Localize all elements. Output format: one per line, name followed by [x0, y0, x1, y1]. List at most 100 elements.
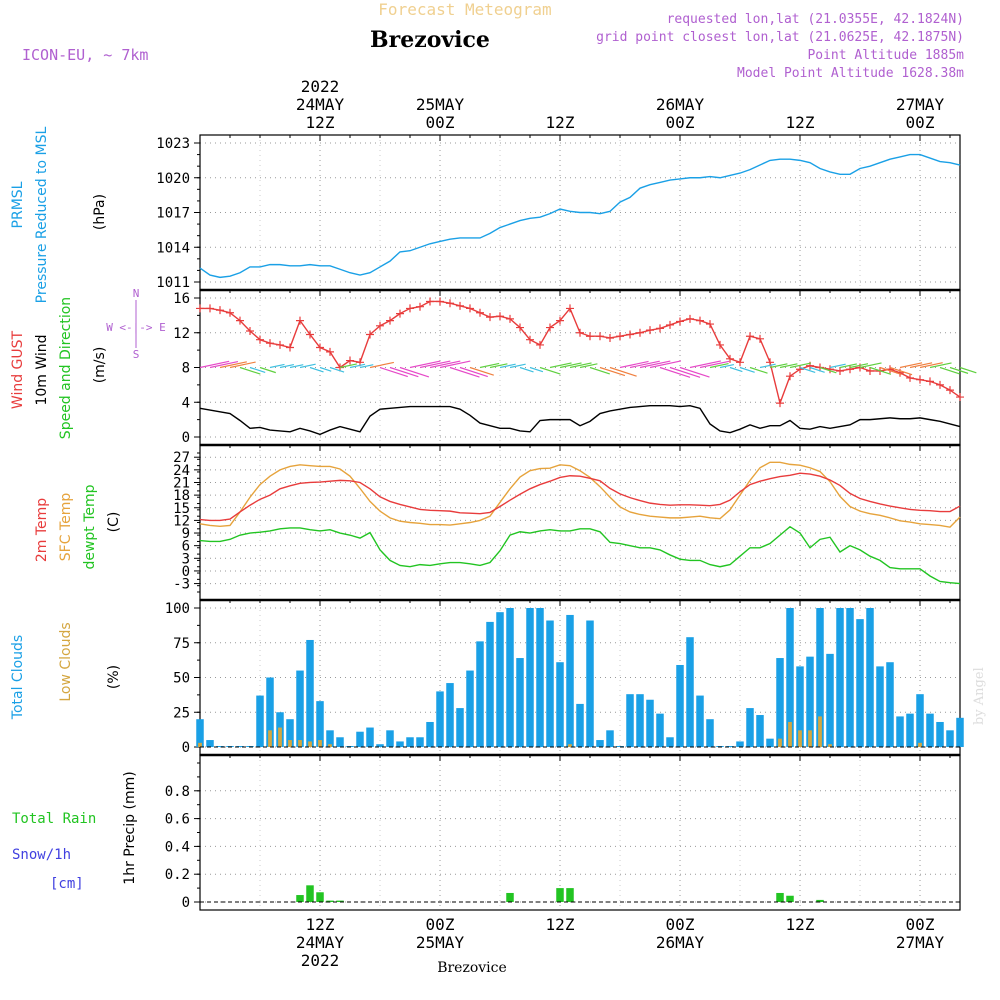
- low-cloud-bar: [568, 744, 572, 747]
- wind-arrow: [279, 363, 295, 369]
- gust-marker: [756, 334, 764, 343]
- gust-marker: [546, 323, 554, 332]
- total-cloud-bar: [936, 721, 944, 747]
- wind-arrow: [769, 363, 788, 369]
- gust-marker: [586, 332, 594, 341]
- model-label: ICON-EU, ~ 7km: [22, 46, 148, 64]
- compass-s-label: S: [133, 348, 140, 361]
- gust-marker: [446, 299, 454, 308]
- wind-arrow: [589, 366, 610, 375]
- gust-marker: [946, 386, 954, 395]
- wind-arrow: [519, 366, 534, 373]
- gust-marker: [216, 306, 224, 315]
- bottom-time-label: 24MAY: [296, 933, 345, 952]
- total-cloud-bar: [456, 708, 464, 747]
- total-cloud-bar: [886, 662, 894, 747]
- wind-arrow: [899, 362, 923, 369]
- gust-marker: [746, 332, 754, 341]
- top-time-label: 25MAY: [416, 95, 465, 114]
- wind-arrow: [549, 362, 572, 369]
- clouds-ytick-label: 75: [173, 636, 190, 652]
- wind-arrow: [709, 362, 729, 369]
- wind-arrow: [429, 360, 461, 369]
- total-cloud-bar: [296, 670, 304, 747]
- gust-marker: [556, 316, 564, 325]
- snow-unit-label: [cm]: [50, 876, 84, 892]
- low-cloud-bar: [328, 744, 332, 747]
- wind-arrow: [379, 366, 408, 378]
- gust-marker: [536, 340, 544, 349]
- total-cloud-bar: [406, 737, 414, 747]
- gust-marker: [796, 365, 804, 374]
- wind-labels: Wind GUST 10m Wind Speed and Direction (…: [10, 287, 166, 439]
- bottom-time-label: 00Z: [906, 915, 935, 934]
- wind-arrow: [869, 366, 892, 375]
- total-cloud-bar: [956, 717, 964, 747]
- wind-dir-label: Speed and Direction: [58, 297, 74, 439]
- gust-marker: [926, 377, 934, 386]
- gust-marker: [736, 358, 744, 367]
- top-time-label: 12Z: [306, 113, 335, 132]
- total-cloud-bar: [596, 740, 604, 747]
- gust-marker: [526, 335, 534, 344]
- wind-arrows: [199, 360, 977, 378]
- total-cloud-bar: [576, 703, 584, 747]
- gust-marker: [426, 297, 434, 306]
- gust-marker: [866, 366, 874, 375]
- temperature-ytick-label: 21: [173, 475, 190, 491]
- gust-marker: [516, 323, 524, 332]
- bottom-time-label: 12Z: [546, 915, 575, 934]
- gust-marker: [346, 356, 354, 365]
- total-cloud-bar: [806, 656, 814, 747]
- total-clouds-label: Total Clouds: [10, 635, 26, 720]
- precip-ytick-label: 0: [182, 895, 190, 911]
- bottom-time-label: 25MAY: [416, 933, 465, 952]
- total-cloud-bar: [216, 746, 224, 747]
- wind-arrow: [399, 366, 430, 378]
- temperature-ytick-label: 12: [173, 513, 190, 529]
- station-title: Brezovice: [370, 27, 490, 53]
- total-cloud-bar: [466, 670, 474, 747]
- total-cloud-bar: [396, 741, 404, 747]
- wind-arrow: [369, 361, 394, 369]
- wind-arrow: [609, 366, 637, 377]
- pressure-line: [199, 153, 961, 279]
- wind-arrow: [719, 363, 735, 369]
- temperature-ytick-label: 24: [173, 463, 190, 479]
- gust-marker: [636, 328, 644, 337]
- total-cloud-bar: [316, 701, 324, 747]
- wind-ytick-label: 4: [182, 395, 190, 411]
- wind-arrow: [489, 363, 508, 369]
- low-cloud-bar: [788, 721, 792, 747]
- rain-bar: [816, 899, 824, 902]
- gust-marker: [496, 312, 504, 321]
- gust-marker: [196, 304, 204, 313]
- wind-arrow: [459, 366, 488, 378]
- wind-arrow: [699, 360, 730, 369]
- pressure-panel: 1011 1014 1017 1020 1023: [156, 134, 961, 291]
- low-clouds-label: Low Clouds: [58, 622, 74, 701]
- prmsl-label: PRMSL: [10, 181, 26, 228]
- bottom-time-label: 2022: [301, 951, 340, 970]
- total-cloud-bar: [636, 694, 644, 747]
- total-cloud-bar: [506, 608, 514, 747]
- rain-bar: [566, 888, 574, 902]
- wind-ytick-label: 8: [182, 361, 190, 377]
- gust-marker: [466, 304, 474, 313]
- total-cloud-bar: [516, 658, 524, 747]
- wind-arrow: [929, 362, 952, 369]
- wind-arrow: [419, 360, 451, 369]
- wind-arrow: [749, 366, 768, 374]
- gust-marker: [456, 301, 464, 310]
- gust-marker: [666, 320, 674, 329]
- total-cloud-bar: [356, 731, 364, 747]
- gust-marker: [236, 316, 244, 325]
- precip-ytick-label: 0.2: [165, 867, 190, 883]
- gust-marker: [596, 332, 604, 341]
- total-cloud-bar: [586, 620, 594, 747]
- wind-arrow: [389, 366, 419, 378]
- wind-arrow: [859, 362, 882, 369]
- rain-bar: [506, 892, 514, 902]
- rain-bar: [786, 895, 794, 902]
